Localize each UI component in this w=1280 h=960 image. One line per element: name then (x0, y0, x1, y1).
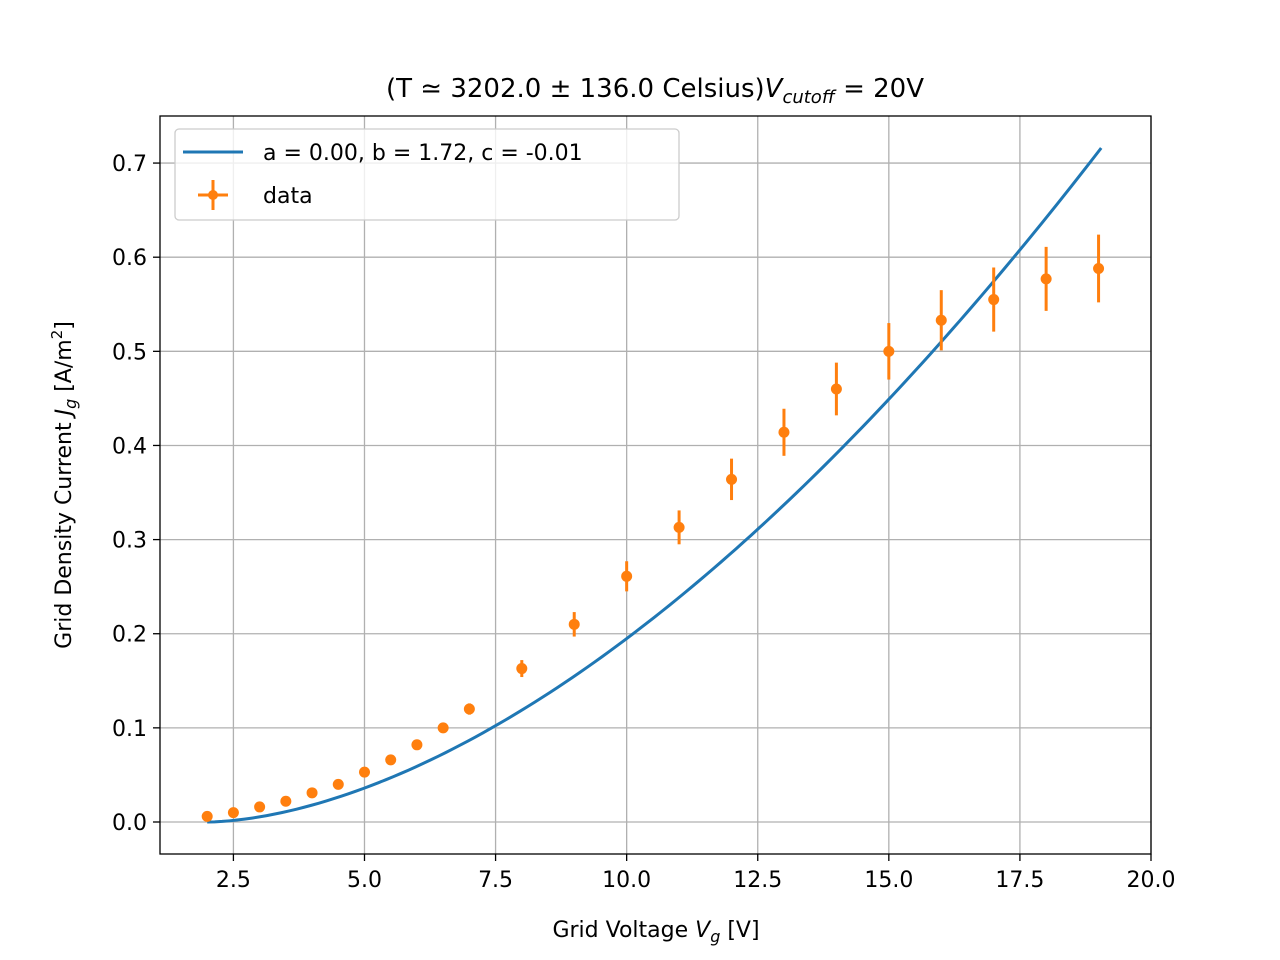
data-point (883, 345, 895, 357)
y-tick-label: 0.2 (112, 623, 147, 648)
data-point (332, 778, 344, 790)
plot-frame (159, 115, 1152, 855)
legend-swatch-data (198, 180, 228, 210)
data-point (385, 754, 397, 766)
plot-series (201, 147, 1105, 824)
data-point (463, 703, 475, 715)
data-point (306, 787, 318, 799)
data-point (621, 570, 633, 582)
x-tick-label: 17.5 (995, 868, 1044, 893)
y-tick-label: 0.0 (112, 811, 147, 836)
data-point (201, 810, 213, 822)
data-point (988, 294, 1000, 306)
legend-box (174, 128, 680, 221)
data-point (778, 426, 790, 438)
legend-swatch-data-marker (208, 190, 218, 200)
x-tick-label: 15.0 (864, 868, 913, 893)
data-point (254, 801, 266, 813)
y-axis-label: Grid Density Current Jg [A/m2] (48, 321, 80, 649)
chart-title: (T ≃ 3202.0 ± 136.0 Celsius)Vcutoff = 20… (386, 74, 924, 108)
y-tick-label: 0.3 (112, 529, 147, 554)
y-tick-label: 0.6 (112, 246, 147, 271)
x-tick-label: 5.0 (347, 868, 382, 893)
data-point (358, 766, 370, 778)
y-tick-label: 0.1 (112, 717, 147, 742)
fit-line (207, 147, 1103, 824)
x-tick-label: 10.0 (602, 868, 651, 893)
data-point (227, 807, 239, 819)
y-tick-label: 0.4 (112, 434, 147, 459)
data-point (1040, 273, 1052, 285)
data-point (568, 618, 580, 630)
data-point (437, 722, 449, 734)
x-tick-label: 20.0 (1127, 868, 1176, 893)
data-point (1093, 262, 1105, 274)
x-tick-label: 7.5 (478, 868, 513, 893)
x-axis-label: Grid Voltage Vg [V] (552, 918, 759, 946)
data-point (673, 521, 685, 533)
legend: a = 0.00, b = 1.72, c = -0.01 data (174, 128, 680, 221)
legend-label-fit: a = 0.00, b = 1.72, c = -0.01 (263, 141, 583, 166)
data-point (935, 314, 947, 326)
x-tick-label: 2.5 (216, 868, 251, 893)
data-point (726, 473, 738, 485)
y-tick-label: 0.5 (112, 340, 147, 365)
x-tick-label: 12.5 (733, 868, 782, 893)
data-point (411, 739, 423, 751)
data-point (280, 795, 292, 807)
data-point (830, 383, 842, 395)
y-tick-label: 0.7 (112, 152, 147, 177)
axis-ticks: 2.5 5.0 7.5 10.0 12.5 15.0 17.5 20.0 0.0 0.1 0.2 0.… (112, 152, 1175, 893)
legend-label-data: data (263, 184, 313, 209)
data-point (516, 663, 528, 675)
